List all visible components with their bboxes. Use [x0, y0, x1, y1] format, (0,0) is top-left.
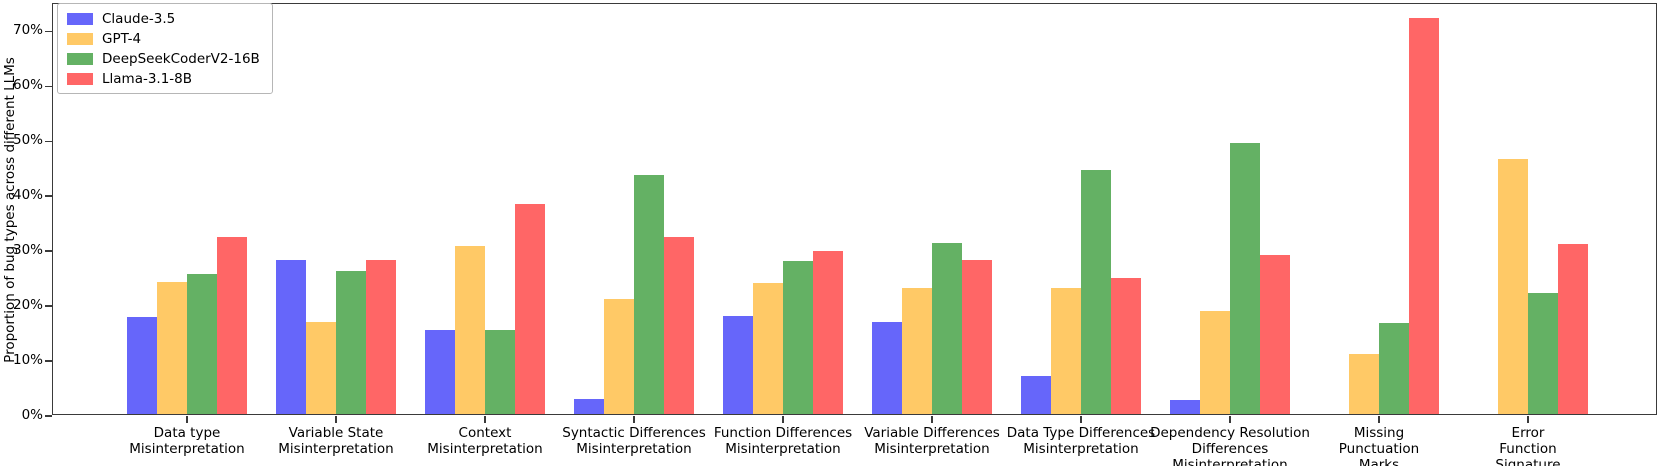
- bar: [366, 259, 396, 414]
- legend-item: GPT-4: [67, 30, 260, 47]
- bar: [1260, 254, 1290, 414]
- x-tick-mark: [186, 416, 188, 423]
- bar: [783, 261, 813, 414]
- legend-label: Llama-3.1-8B: [102, 70, 193, 87]
- x-tick-label: Data Type Differences Misinterpretation: [1006, 425, 1156, 457]
- x-tick-label: Variable Differences Misinterpretation: [864, 425, 1000, 457]
- bar: [1230, 143, 1260, 414]
- y-tick-mark: [45, 30, 52, 33]
- bar: [515, 203, 545, 414]
- bar: [127, 317, 157, 414]
- bar: [1558, 243, 1588, 414]
- bar: [1200, 310, 1230, 414]
- y-tick-label: 50%: [12, 132, 43, 149]
- bar: [872, 321, 902, 414]
- bar: [187, 274, 217, 414]
- x-tick-mark: [633, 416, 635, 423]
- bar: [1498, 158, 1528, 414]
- y-tick-mark: [45, 305, 52, 307]
- x-tick-mark: [1378, 416, 1380, 423]
- x-tick-label: Data type Misinterpretation: [129, 425, 245, 457]
- plot-area: 0% 10% 20% 30% 40% 50% 60% 70% Data type Misinte…: [13, 3, 1657, 466]
- bar: [1081, 169, 1111, 414]
- bar: [1349, 354, 1379, 414]
- y-tick-label: 40%: [12, 187, 43, 204]
- legend-swatch: [67, 12, 93, 25]
- bar: [276, 259, 306, 414]
- bar: [932, 242, 962, 414]
- bar: [485, 329, 515, 414]
- bar: [217, 236, 247, 414]
- y-tick-label: 60%: [12, 77, 43, 94]
- bar: [1021, 375, 1051, 414]
- bar: [902, 287, 932, 414]
- bar: [574, 398, 604, 414]
- bar: [306, 321, 336, 414]
- y-tick-label: 30%: [12, 242, 43, 259]
- y-tick-mark: [45, 195, 52, 198]
- legend-swatch: [67, 32, 93, 45]
- y-tick-mark: [45, 140, 52, 143]
- bar: [1379, 323, 1409, 414]
- x-tick-mark: [484, 416, 486, 423]
- bar: [1528, 292, 1558, 414]
- x-tick-mark: [1080, 416, 1082, 423]
- legend-label: GPT-4: [102, 30, 142, 47]
- x-tick-label: Function Differences Misinterpretation: [713, 425, 853, 457]
- legend-label: Claude-3.5: [102, 10, 176, 27]
- bar: [1111, 277, 1141, 414]
- bar: [1409, 17, 1439, 414]
- bar: [664, 237, 694, 414]
- y-tick-mark: [45, 415, 52, 417]
- bar: [1051, 287, 1081, 414]
- legend: Claude-3.5 GPT-4 DeepSeekCoderV2-16B Llama-…: [57, 3, 273, 94]
- y-tick-mark: [45, 85, 52, 88]
- y-tick-mark: [45, 250, 52, 252]
- x-tick-mark: [782, 416, 784, 423]
- legend-swatch: [67, 72, 93, 85]
- y-tick-mark: [45, 360, 52, 362]
- legend-item: DeepSeekCoderV2-16B: [67, 50, 260, 67]
- legend-item: Llama-3.1-8B: [67, 70, 260, 87]
- bar: [455, 245, 485, 414]
- x-tick-label: Context Misinterpretation: [427, 425, 543, 457]
- x-tick-label: Missing Punctuation Marks: [1338, 425, 1420, 466]
- x-tick-label: Error Function Signature: [1495, 425, 1561, 466]
- x-tick-label: Variable State Misinterpretation: [278, 425, 394, 457]
- y-tick-label: 70%: [12, 22, 43, 39]
- y-tick-label: 20%: [12, 297, 43, 314]
- legend-item: Claude-3.5: [67, 10, 260, 27]
- bar: [1170, 400, 1200, 414]
- y-tick-label: 10%: [12, 352, 43, 369]
- legend-label: DeepSeekCoderV2-16B: [102, 50, 260, 67]
- x-tick-mark: [1527, 416, 1529, 423]
- x-tick-mark: [931, 416, 933, 423]
- x-tick-label: Syntactic Differences Misinterpretation: [562, 425, 706, 457]
- bar: [753, 283, 783, 414]
- bar: [813, 251, 843, 414]
- bar: [157, 282, 187, 414]
- y-axis-label: Proportion of bug types across different…: [2, 57, 18, 363]
- bar: [336, 270, 366, 414]
- bar: [604, 299, 634, 414]
- x-tick-label: Dependency Resolution Differences Misint…: [1150, 425, 1310, 466]
- bar: [634, 175, 664, 414]
- bar: [425, 329, 455, 414]
- bar: [962, 259, 992, 414]
- x-tick-mark: [335, 416, 337, 423]
- bar: [723, 316, 753, 414]
- x-tick-mark: [1229, 416, 1231, 423]
- y-tick-label: 0%: [21, 407, 43, 423]
- legend-swatch: [67, 52, 93, 65]
